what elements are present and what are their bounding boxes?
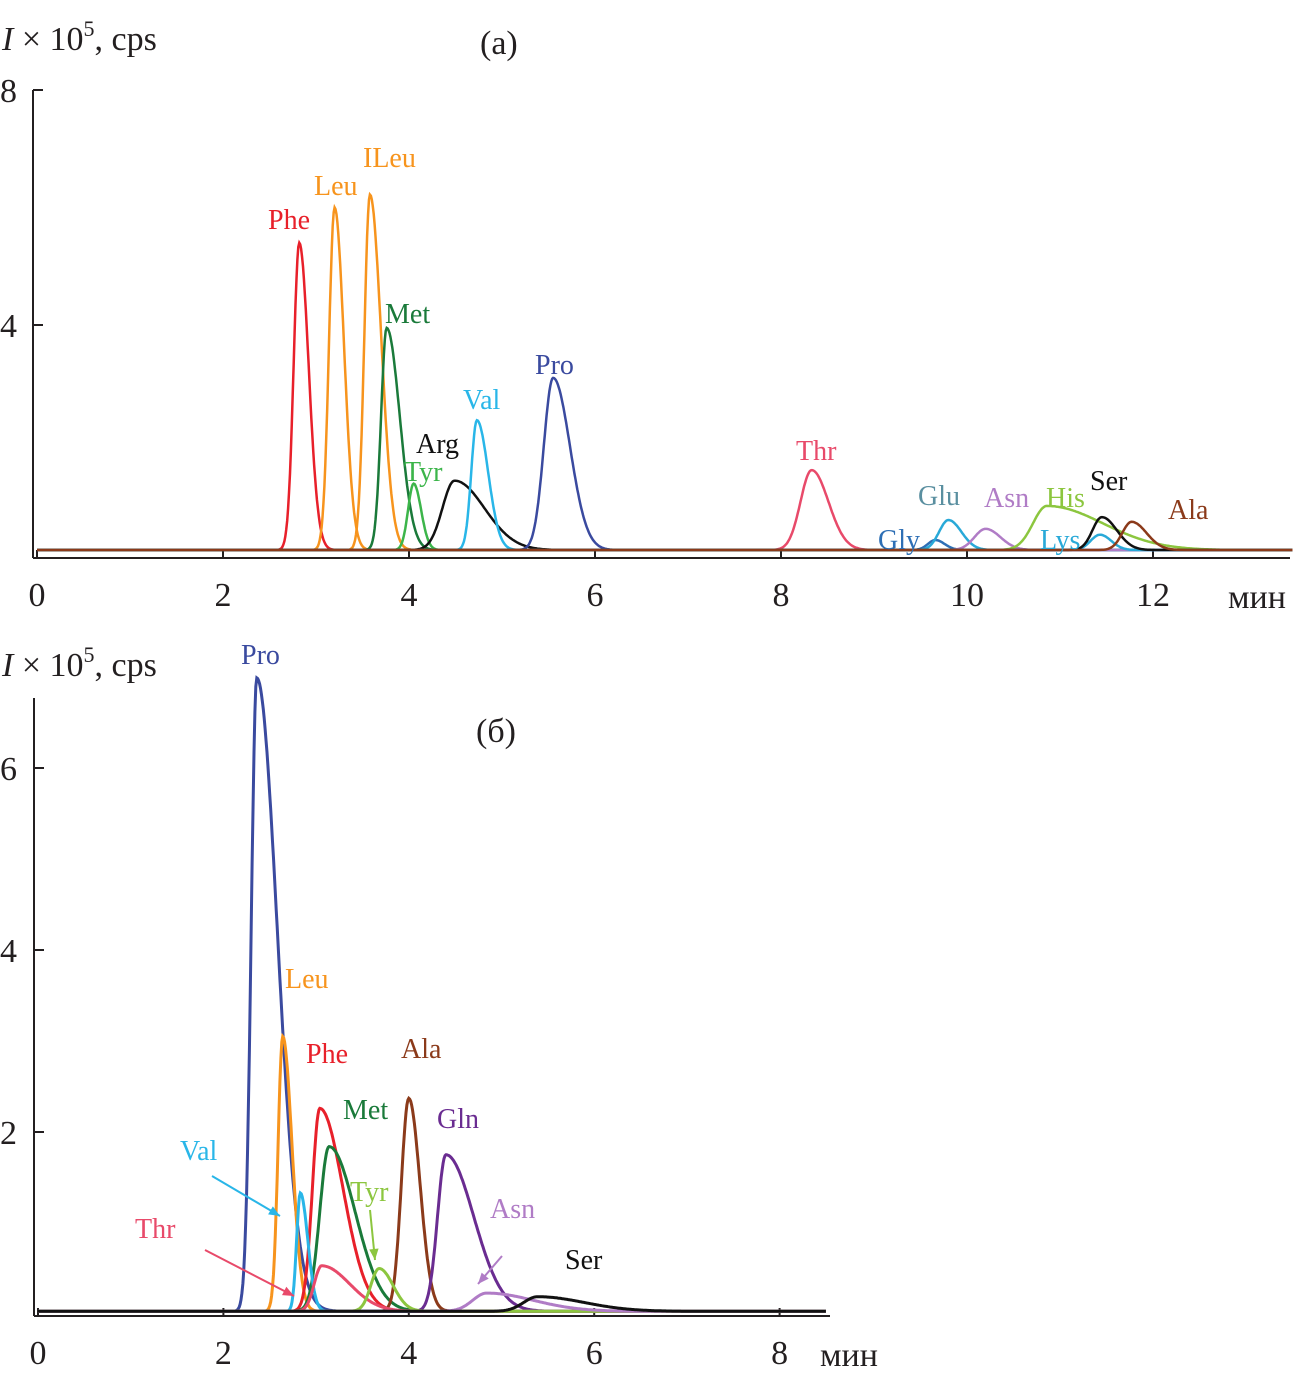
x-tick-label: 4 [401,577,418,614]
peak-label-val: Val [180,1136,218,1167]
arrowhead-tyr [369,1248,379,1260]
panel-b: I × 105, cps (б) мин 0 2 4 6 8 2 4 6 Pro Leu Phe Me… [0,640,878,1374]
peak-label-met: Met [385,299,430,330]
x-tick-label: 2 [215,577,232,614]
peak-label-asn: Asn [984,483,1029,514]
arrowhead-asn [478,1272,489,1284]
peak-label-glu: Glu [918,481,960,512]
x-tick-label: 0 [30,1335,47,1372]
peak-label-ala: Ala [1168,495,1209,526]
y-tick-label: 6 [0,751,17,788]
peak-label-tyr: Tyr [350,1177,389,1208]
x-axis-label-a: мин [1228,579,1286,616]
x-tick-label: 0 [29,577,46,614]
peak-label-ileu: ILeu [363,143,416,174]
arrow-val [211,1175,281,1217]
x-tick-label: 2 [215,1335,232,1372]
x-tick-label: 6 [586,1335,603,1372]
x-tick-label: 4 [400,1335,417,1372]
series-ser-line [37,515,1293,552]
peak-label-his: His [1046,483,1085,514]
peak-label-asn: Asn [490,1194,535,1225]
x-tick-label: 12 [1136,577,1170,614]
series-ser-line [38,1295,826,1313]
peak-label-gln: Gln [437,1104,479,1135]
peak-label-pro: Pro [535,350,574,381]
x-tick-label: 10 [950,577,984,614]
x-tick-label: 8 [771,1335,788,1372]
peak-label-phe: Phe [268,205,310,236]
arrow-thr [204,1249,295,1297]
peak-label-met: Met [343,1095,388,1126]
peak-label-ser: Ser [1090,466,1128,497]
series-phe-line [37,239,1293,552]
panel-label-a: (a) [480,25,518,62]
series-ala-line [37,520,1293,552]
peak-label-val: Val [463,385,501,416]
peak-label-thr: Thr [135,1214,176,1245]
peak-label-leu: Leu [314,171,358,202]
y-tick-label: 4 [0,308,17,345]
y-tick-label: 8 [0,73,17,110]
peak-label-ser: Ser [565,1245,603,1276]
x-axis-label-b: мин [820,1337,878,1374]
series-asn-line [38,1291,826,1313]
series-lys-line [37,533,1293,552]
x-tick-label: 6 [587,577,604,614]
peak-label-leu: Leu [285,964,329,995]
peak-label-pro: Pro [241,640,280,671]
series-val-line [38,1190,826,1313]
y-axis-label-a: I × 105, cps [1,16,157,58]
x-tick-label: 8 [773,577,790,614]
peak-label-gly: Gly [878,525,920,556]
peak-label-phe: Phe [306,1039,348,1070]
peak-label-lys: Lys [1040,525,1080,556]
peak-label-arg: Arg [416,429,459,460]
panel-label-b: (б) [476,713,516,750]
y-tick-label: 4 [0,933,17,970]
arrowhead-thr [282,1286,294,1296]
peak-label-ala: Ala [401,1034,442,1065]
series-leu-line [37,203,1293,552]
peak-label-tyr: Tyr [404,457,443,488]
y-tick-label: 2 [0,1115,17,1152]
series-his-line [37,504,1293,552]
y-axis-label-b: I × 105, cps [1,642,157,684]
peak-label-thr: Thr [796,436,837,467]
panel-a: I × 105, cps (a) мин 0 2 4 6 8 10 12 4 8 PheLeuIL… [0,16,1293,616]
series-asn-line [37,527,1293,552]
arrowhead-val [268,1206,280,1216]
